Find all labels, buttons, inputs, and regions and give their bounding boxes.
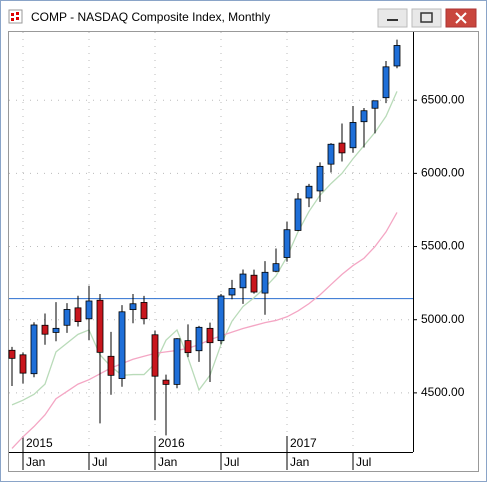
candle-body [85, 300, 93, 320]
candle-body [195, 326, 203, 352]
candle-body [129, 303, 137, 311]
y-tick-label: 5000.00 [421, 312, 465, 326]
y-tick-label: 4500.00 [421, 385, 465, 399]
candle-body [41, 324, 49, 335]
candle-body [96, 299, 104, 353]
x-tick-label: Jan [290, 455, 309, 469]
y-tick-label: 6500.00 [421, 92, 465, 106]
candle-body [162, 379, 170, 385]
y-tick-label: 6000.00 [421, 166, 465, 180]
candle-body [228, 288, 236, 296]
app-icon [8, 9, 23, 24]
candle-body [63, 309, 71, 326]
candle-body [371, 100, 379, 109]
candle-body [393, 45, 401, 67]
candle-body [52, 327, 60, 333]
year-label: 2015 [26, 436, 53, 450]
candle-body [140, 302, 148, 320]
candle-body [74, 307, 82, 323]
close-button[interactable] [445, 8, 477, 28]
candle-body [217, 295, 225, 342]
x-tick-label: Jul [356, 455, 371, 469]
candle-body [173, 338, 181, 385]
candle-body [206, 327, 214, 344]
candle-body [151, 334, 159, 377]
y-tick-label: 5500.00 [421, 239, 465, 253]
candle-body [19, 354, 27, 374]
candle-body [250, 274, 258, 293]
candle-body [382, 66, 390, 99]
candle-body [360, 110, 368, 123]
candle-body [338, 142, 346, 154]
moving-average-line [11, 212, 398, 449]
moving-average-line [11, 91, 398, 406]
x-tick-label: Jul [224, 455, 239, 469]
candle-body [107, 355, 115, 376]
candle-body [349, 122, 357, 149]
candle-body [30, 324, 38, 375]
candle-body [261, 271, 269, 294]
candle-body [8, 349, 16, 359]
x-tick-label: Jan [26, 455, 45, 469]
year-label: 2016 [158, 436, 185, 450]
candle-body [294, 198, 302, 231]
x-tick-label: Jan [158, 455, 177, 469]
year-label: 2017 [290, 436, 317, 450]
minimize-button[interactable] [377, 8, 408, 28]
candle-body [316, 165, 324, 192]
candle-body [239, 273, 247, 289]
candle-body [272, 263, 280, 272]
candle-body [327, 143, 335, 165]
x-tick-label: Jul [92, 455, 107, 469]
window-title: COMP - NASDAQ Composite Index, Monthly [31, 10, 270, 24]
candle-body [184, 340, 192, 354]
chart-frame [8, 31, 479, 472]
maximize-button[interactable] [411, 8, 442, 28]
candle-body [283, 229, 291, 258]
candle-body [305, 185, 313, 199]
candle-body [118, 311, 126, 379]
